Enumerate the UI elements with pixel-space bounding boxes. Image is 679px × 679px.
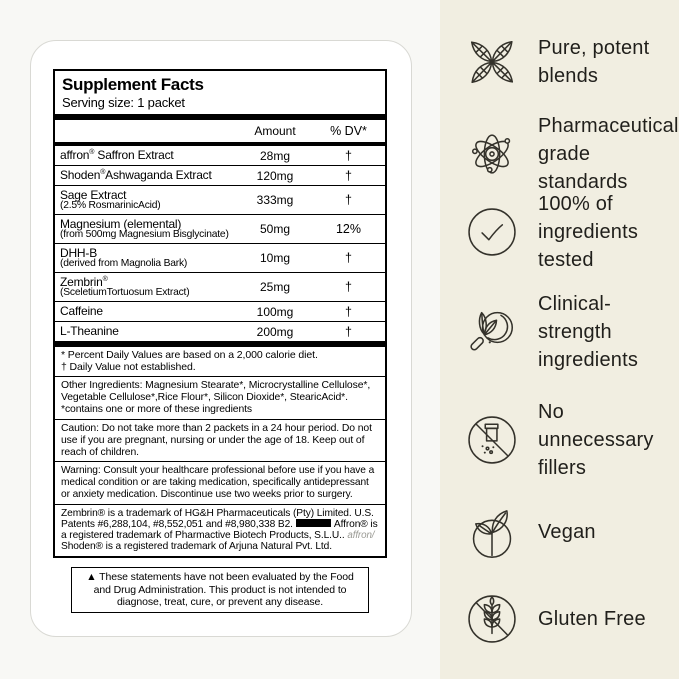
table-row: Zembrin® (SceletiumTortuosum Extract) 25… (55, 272, 385, 301)
serving-size: Serving size: 1 packet (62, 95, 185, 110)
ingredient-name: Caffeine (60, 304, 103, 319)
ingredient-amount: 28mg (259, 148, 291, 163)
label-card: Supplement Facts Serving size: 1 packet … (30, 40, 412, 637)
table-row: L-Theanine 200mg † (55, 321, 385, 341)
no-fillers-icon (465, 413, 519, 467)
ingredient-amount: 50mg (259, 222, 291, 236)
feature-label: Pharmaceutical grade standards (538, 115, 679, 193)
ingredient-name: Sage Extract (2.5% RosmarinicAcid) (60, 187, 161, 211)
brand-logo-redacted (295, 518, 331, 527)
table-row: Magnesium (elemental) (from 500mg Magnes… (55, 214, 385, 243)
column-header-row: Amount % DV* (55, 120, 385, 142)
feature-ingredients-tested: 100% of ingredients tested (465, 190, 638, 274)
table-row: DHH-B (derived from Magnolia Bark) 10mg … (55, 243, 385, 272)
warning-text: Warning: Consult your healthcare profess… (55, 461, 385, 503)
column-amount: Amount (254, 124, 296, 138)
feature-label: Clinical- strength ingredients (538, 293, 639, 371)
supplement-facts-header: Supplement Facts Serving size: 1 packet (55, 71, 385, 114)
feature-label: Vegan (538, 521, 596, 543)
trademark-text: Zembrin® is a trademark of HG&H Pharmace… (55, 503, 385, 556)
divider-thick (55, 142, 385, 146)
ingredient-name: Zembrin® (SceletiumTortuosum Extract) (60, 274, 190, 298)
divider-thick (55, 341, 385, 347)
feature-clinical-strength: Clinical- strength ingredients (465, 290, 638, 374)
divider-thick (55, 114, 385, 120)
check-circle-icon (465, 205, 519, 259)
ingredient-name: DHH-B (derived from Magnolia Bark) (60, 245, 188, 269)
table-row: affron® Saffron Extract 28mg † (55, 146, 385, 165)
supplement-facts-table: Supplement Facts Serving size: 1 packet … (53, 69, 387, 558)
ingredient-amount: 200mg (256, 324, 294, 339)
feature-label: Gluten Free (538, 608, 646, 630)
daily-value-footnote: * Percent Daily Values are based on a 2,… (55, 347, 385, 376)
feature-label: Pure, potent blends (538, 37, 650, 87)
vegan-sprout-icon (465, 505, 519, 559)
ingredient-name: affron® Saffron Extract (60, 148, 174, 163)
caution-text: Caution: Do not take more than 2 packets… (55, 418, 385, 462)
other-ingredients: Other Ingredients: Magnesium Stearate*, … (55, 376, 385, 419)
footnote-line: † Daily Value not established. (61, 361, 196, 373)
ingredient-dv: † (345, 304, 352, 319)
ingredient-amount: 333mg (256, 193, 294, 207)
fda-disclaimer: ▲ These statements have not been evaluat… (71, 566, 369, 614)
ingredient-dv: † (345, 148, 352, 163)
ingredient-dv: † (345, 251, 352, 265)
ingredient-amount: 100mg (256, 304, 294, 319)
ingredient-dv: 12% (335, 222, 362, 236)
ingredient-name: Magnesium (elemental) (from 500mg Magnes… (60, 216, 229, 240)
ingredient-name: L-Theanine (60, 324, 119, 339)
feature-vegan: Vegan (465, 505, 596, 559)
atom-icon (465, 127, 519, 181)
ingredient-dv: † (345, 193, 352, 207)
ingredient-amount: 10mg (259, 251, 291, 265)
features-panel: Pure, potent blends Pharmaceutical grade… (440, 0, 679, 679)
feature-label: 100% of ingredients tested (538, 193, 639, 271)
column-dv: % DV* (330, 124, 367, 138)
table-row: Sage Extract (2.5% RosmarinicAcid) 333mg… (55, 185, 385, 214)
leaves-icon (465, 35, 519, 89)
magnifier-leaf-icon (465, 305, 519, 359)
feature-no-fillers: No unnecessary fillers (465, 398, 654, 482)
table-row: Caffeine 100mg † (55, 301, 385, 321)
gluten-free-icon (465, 592, 519, 646)
ingredient-dv: † (345, 324, 352, 339)
ingredient-amount: 25mg (259, 280, 291, 294)
ingredient-amount: 120mg (256, 168, 294, 183)
feature-pure-blends: Pure, potent blends (465, 34, 649, 90)
ingredient-name: Shoden®Ashwaganda Extract (60, 168, 212, 183)
page-title: Supplement Facts (62, 75, 204, 94)
ingredient-dv: † (345, 168, 352, 183)
feature-gluten-free: Gluten Free (465, 592, 646, 646)
affron-brand-mark: affron/ (347, 530, 375, 542)
table-row: Shoden®Ashwaganda Extract 120mg † (55, 165, 385, 185)
footnote-line: * Percent Daily Values are based on a 2,… (61, 349, 318, 361)
feature-label: No unnecessary fillers (538, 401, 654, 479)
ingredient-dv: † (345, 280, 352, 294)
feature-pharma-grade: Pharmaceutical grade standards (465, 112, 679, 196)
